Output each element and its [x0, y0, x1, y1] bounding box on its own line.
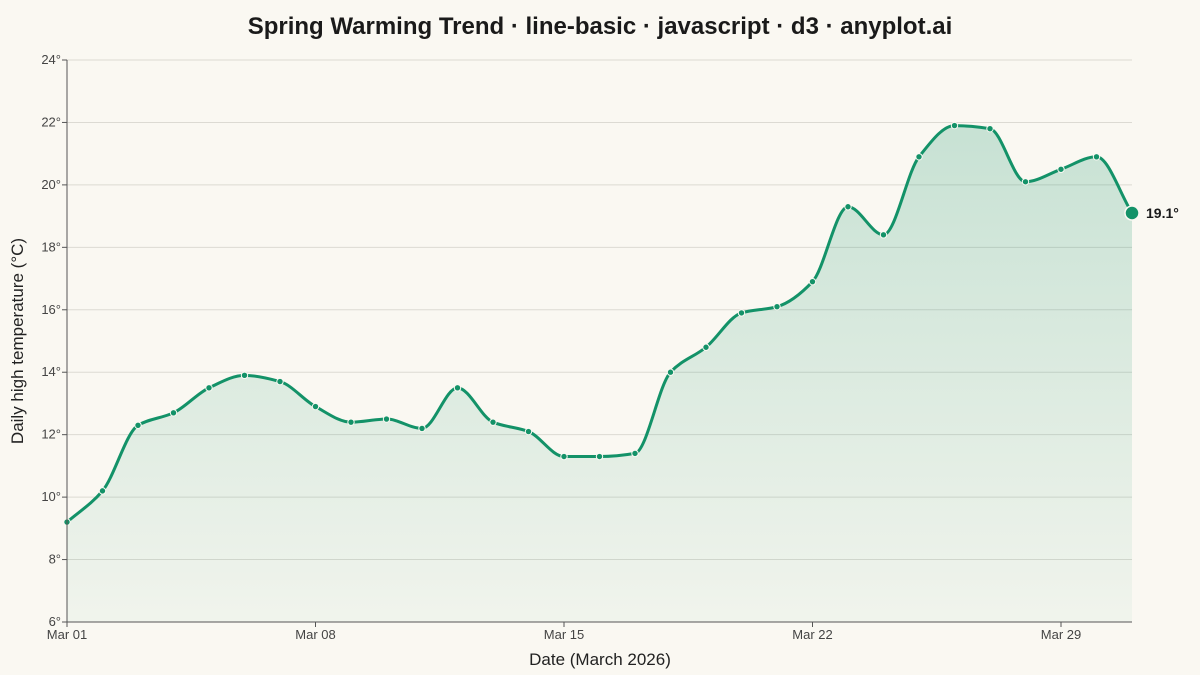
y-tick-label: 12° [41, 427, 61, 442]
data-point [631, 449, 639, 458]
x-tick-label: Mar 15 [544, 627, 584, 642]
data-point [808, 277, 817, 286]
data-point [879, 231, 888, 239]
y-axis-label: Daily high temperature (°C) [8, 238, 27, 444]
data-point [737, 309, 746, 317]
y-tick-label: 18° [41, 239, 61, 254]
x-tick-label: Mar 22 [792, 627, 832, 642]
data-point [560, 452, 568, 461]
data-point [702, 343, 710, 351]
y-tick-label: 8° [49, 552, 61, 567]
data-point [1021, 178, 1030, 186]
x-axis-label: Date (March 2026) [529, 650, 671, 669]
data-point [453, 384, 462, 392]
data-point [1092, 153, 1101, 161]
data-point [666, 368, 675, 376]
data-point [950, 121, 959, 130]
data-point [98, 487, 107, 495]
data-point [382, 415, 391, 423]
y-tick-label: 16° [41, 302, 61, 317]
area-fill-layer [67, 125, 1132, 623]
data-point [134, 421, 142, 429]
x-tick-label: Mar 01 [47, 627, 87, 642]
data-point [489, 418, 497, 426]
last-data-point [1124, 205, 1140, 221]
axes: 6° 8° 10° 12° 14° 16° 18° 20° 22° 24° Mar 01 Mar 08… [41, 52, 1132, 642]
data-point [1057, 165, 1065, 173]
x-tick-label: Mar 08 [295, 627, 335, 642]
data-point [240, 371, 249, 380]
data-point [595, 452, 604, 461]
y-tick-label: 6° [49, 614, 61, 629]
x-tick-label: Mar 29 [1041, 627, 1081, 642]
data-point [915, 153, 923, 161]
last-value-label: 19.1° [1146, 205, 1179, 221]
series-area [67, 125, 1132, 623]
y-tick-label: 10° [41, 489, 61, 504]
data-point [169, 409, 178, 417]
y-tick-label: 24° [41, 52, 61, 67]
data-point [418, 424, 426, 433]
data-point [844, 203, 852, 211]
data-point [524, 427, 533, 436]
data-point [276, 377, 284, 386]
y-tick-label: 14° [41, 364, 61, 379]
y-tick-label: 22° [41, 114, 61, 129]
data-point [311, 402, 320, 411]
y-tick-label: 20° [41, 177, 61, 192]
data-point [205, 384, 213, 392]
data-point [347, 418, 355, 426]
chart-title: Spring Warming Trend · line-basic · java… [248, 13, 953, 40]
data-point [773, 302, 781, 311]
data-point [986, 124, 994, 133]
